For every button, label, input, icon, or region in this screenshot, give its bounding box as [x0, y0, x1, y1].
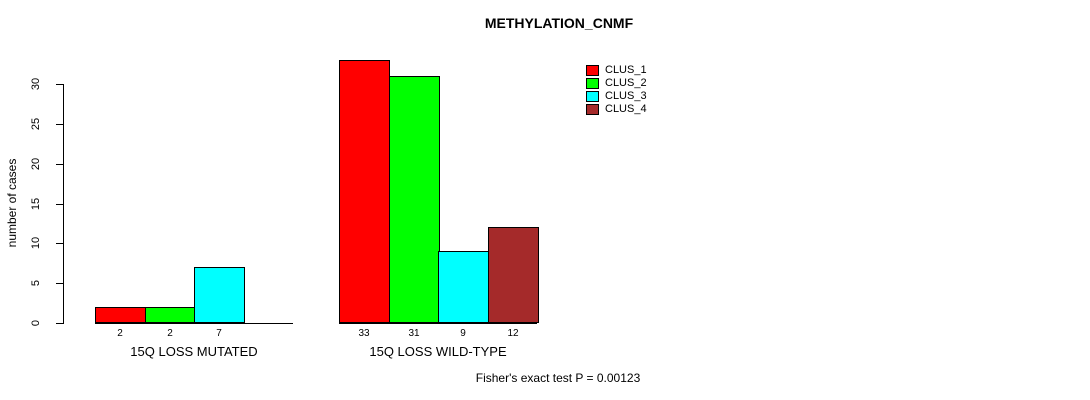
legend-swatch	[586, 65, 599, 76]
bar	[145, 307, 196, 323]
bar-value-label: 2	[117, 328, 123, 339]
bar	[488, 227, 539, 323]
legend-swatch	[586, 104, 599, 115]
y-axis-tick-label: 10	[30, 236, 42, 250]
y-axis-tick	[56, 323, 63, 324]
legend-label: CLUS_4	[605, 103, 647, 115]
y-axis-tick-label: 25	[30, 117, 42, 131]
bar-value-label: 12	[507, 328, 519, 339]
bar	[438, 251, 489, 323]
bar	[339, 60, 390, 323]
bar-value-label: 7	[216, 328, 222, 339]
y-axis-label: number of cases	[5, 158, 19, 248]
x-category-label: 15Q LOSS MUTATED	[130, 344, 258, 359]
x-axis-baseline	[95, 323, 293, 324]
bar-value-label: 31	[408, 328, 420, 339]
y-axis-tick-label: 20	[30, 157, 42, 171]
legend-label: CLUS_1	[605, 64, 647, 76]
bar	[95, 307, 146, 323]
legend-swatch	[586, 91, 599, 102]
y-axis-tick	[56, 84, 63, 85]
y-axis-tick-label: 15	[30, 197, 42, 211]
y-axis-tick	[56, 243, 63, 244]
y-axis-tick	[56, 204, 63, 205]
y-axis-line	[63, 84, 64, 324]
legend-swatch	[586, 78, 599, 89]
bar-value-label: 9	[460, 328, 466, 339]
y-axis-tick	[56, 283, 63, 284]
chart-title: METHYLATION_CNMF	[484, 15, 634, 31]
y-axis-tick	[56, 164, 63, 165]
x-axis-baseline	[339, 323, 537, 324]
bar-value-label: 2	[167, 328, 173, 339]
y-axis-tick-label: 0	[30, 319, 42, 327]
fisher-test-annotation: Fisher's exact test P = 0.00123	[475, 371, 641, 385]
bar-value-label: 33	[358, 328, 370, 339]
x-category-label: 15Q LOSS WILD-TYPE	[369, 344, 507, 359]
y-axis-tick-label: 5	[30, 279, 42, 287]
y-axis-tick-label: 30	[30, 77, 42, 91]
legend-label: CLUS_3	[605, 90, 647, 102]
bar	[194, 267, 245, 323]
legend-label: CLUS_2	[605, 77, 647, 89]
y-axis-tick	[56, 124, 63, 125]
bar	[389, 76, 440, 323]
